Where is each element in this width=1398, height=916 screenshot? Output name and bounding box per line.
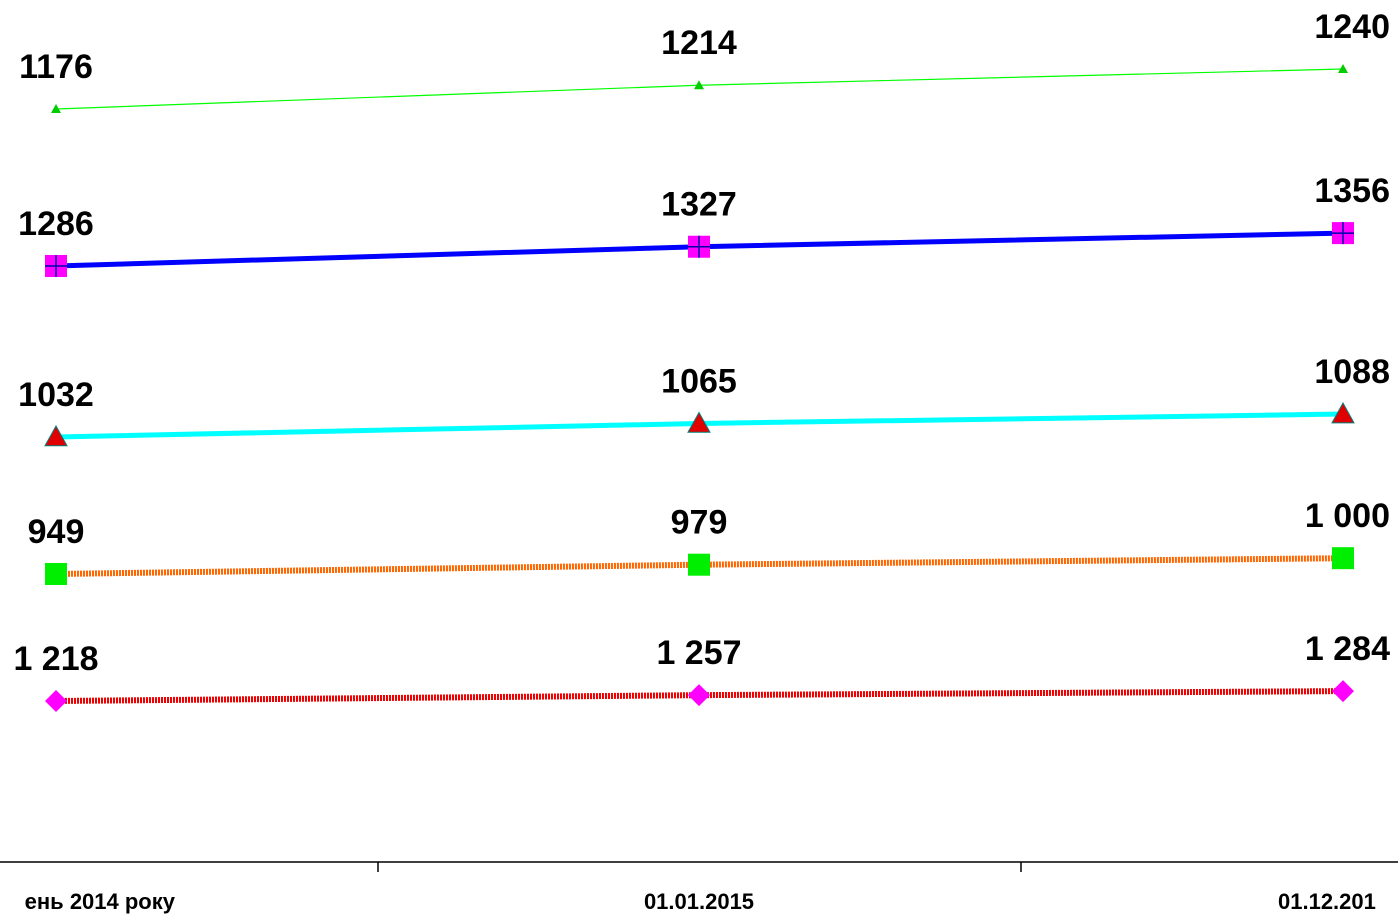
- marker: [1338, 64, 1348, 73]
- value-label: 1176: [19, 48, 93, 86]
- marker: [687, 411, 711, 433]
- x-tick-label: 01.01.2015: [644, 889, 754, 914]
- value-label: 1240: [1314, 8, 1390, 46]
- value-label: 1 284: [1305, 630, 1390, 668]
- value-label: 1214: [661, 24, 737, 62]
- marker: [51, 104, 61, 113]
- x-tick-label: 01.12.201: [1278, 889, 1376, 914]
- marker: [688, 553, 710, 576]
- value-label: 979: [671, 504, 728, 542]
- marker: [1332, 680, 1354, 703]
- marker: [694, 80, 704, 90]
- marker: [1331, 402, 1355, 424]
- marker: [688, 684, 710, 707]
- value-label: 1088: [1314, 353, 1390, 391]
- value-label: 1 257: [656, 634, 741, 672]
- value-label: 1 218: [13, 640, 98, 678]
- marker: [1332, 547, 1354, 570]
- marker: [45, 563, 67, 585]
- value-label: 1032: [18, 376, 94, 414]
- value-label: 1 000: [1305, 497, 1390, 535]
- marker: [45, 690, 67, 712]
- value-label: 1286: [18, 205, 94, 243]
- value-label: 1356: [1314, 172, 1390, 210]
- value-label: 949: [28, 513, 85, 551]
- value-label: 1327: [661, 186, 737, 224]
- value-label: 1065: [661, 362, 737, 400]
- x-tick-label: ень 2014 року: [25, 889, 176, 914]
- marker: [44, 424, 68, 447]
